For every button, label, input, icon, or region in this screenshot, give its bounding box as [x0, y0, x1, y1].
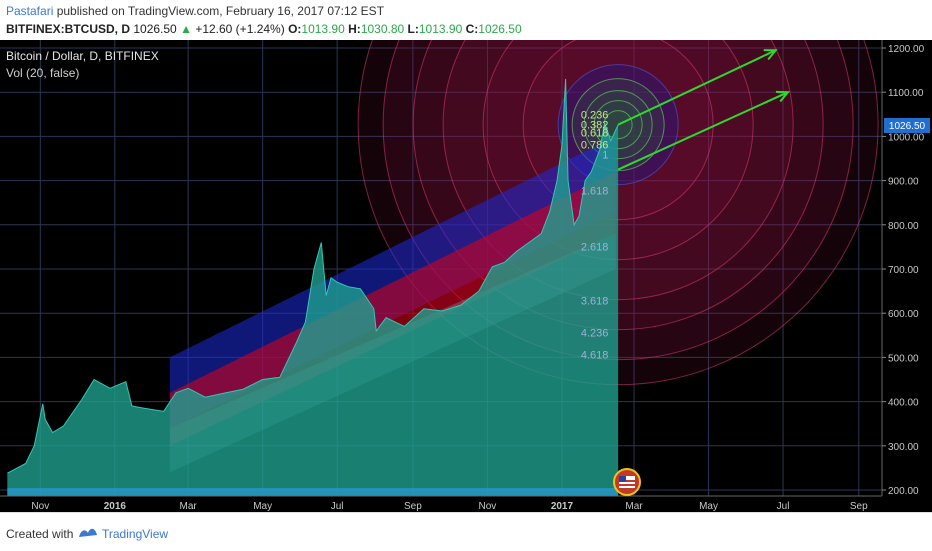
trend-arrow [617, 91, 789, 171]
symbol-name[interactable]: BITFINEX:BTCUSD, D [6, 22, 130, 36]
chart-area[interactable]: 0.236 0.382 0.618 0.786 1 1.618 2.618 3.618 4.23… [0, 0, 932, 512]
x-tick-label: Nov [31, 501, 49, 512]
price-line [7, 78, 619, 474]
published-text: published on TradingView.com, February 1… [56, 4, 385, 18]
y-axis-labels: 1200.00 1100.00 1000.00 900.00 800.00 700.00 6… [882, 44, 925, 497]
low-value: 1013.90 [418, 22, 463, 36]
author-link[interactable]: Pastafari [6, 4, 54, 18]
fib-level-label: 0.236 [581, 109, 609, 121]
x-tick-label: 2016 [104, 501, 127, 512]
tradingview-logo-icon[interactable] [78, 525, 98, 539]
trend-arrow-head [763, 49, 778, 61]
tradingview-brand-link[interactable]: TradingView [102, 527, 169, 541]
price-badge: 1026.50 [884, 118, 930, 133]
x-tick-label: 2017 [551, 501, 574, 512]
symbol-line: BITFINEX:BTCUSD, D 1026.50 ▲ +12.60 (+1.… [6, 22, 522, 36]
y-tick-label: 300.00 [888, 442, 919, 453]
volume-bars [7, 488, 619, 496]
y-tick-label: 600.00 [888, 309, 919, 320]
open-label: O: [288, 22, 302, 36]
trend-arrows [617, 49, 791, 171]
y-tick-label: 700.00 [888, 265, 919, 276]
header-bar: Pastafari published on TradingView.com, … [0, 0, 932, 40]
y-tick-label: 400.00 [888, 398, 919, 409]
y-tick-label: 200.00 [888, 486, 919, 497]
footer-bar: Created with TradingView [0, 512, 932, 551]
low-label: L: [407, 22, 419, 36]
fib-level-label: 0.786 [581, 139, 609, 151]
price-change: +12.60 (+1.24%) [195, 22, 285, 36]
x-tick-label: May [699, 501, 718, 512]
y-tick-label: 500.00 [888, 353, 919, 364]
price-badge-label: 1026.50 [889, 121, 926, 132]
x-tick-label: Jul [331, 501, 344, 512]
x-axis-labels: Nov 2016 Mar May Jul Sep Nov 2017 Mar May Jul Sep [31, 501, 868, 512]
high-label: H: [348, 22, 361, 36]
x-tick-label: Sep [850, 501, 868, 512]
x-tick-label: May [253, 501, 272, 512]
x-tick-label: Mar [180, 501, 198, 512]
fib-level-label: 2.618 [581, 241, 609, 253]
fib-level-label: 0.618 [581, 127, 609, 139]
publish-line: Pastafari published on TradingView.com, … [6, 4, 384, 18]
chart-title: Bitcoin / Dollar, D, BITFINEX [6, 49, 159, 63]
trend-arrow-head [775, 90, 791, 103]
close-label: C: [465, 22, 479, 36]
indicator-label[interactable]: Vol (20, false) [6, 66, 79, 80]
price-area [7, 78, 619, 496]
fib-level-label: 1 [602, 149, 608, 161]
us-flag-icon[interactable] [613, 468, 641, 496]
y-tick-label: 900.00 [888, 177, 919, 188]
fib-level-label: 3.618 [581, 295, 609, 307]
x-tick-label: Jul [777, 501, 790, 512]
y-tick-label: 1100.00 [888, 88, 924, 99]
created-with-text: Created with [6, 527, 74, 541]
fib-level-label: 4.236 [581, 327, 609, 339]
fib-level-label: 0.382 [581, 119, 609, 131]
y-tick-label: 1200.00 [888, 44, 925, 55]
fib-level-label: 1.618 [581, 185, 609, 197]
close-value: 1026.50 [478, 22, 522, 36]
up-arrow-icon: ▲ [180, 22, 192, 36]
x-tick-label: Nov [479, 501, 497, 512]
trend-arrow [617, 49, 777, 126]
last-price: 1026.50 [133, 22, 177, 36]
high-value: 1030.80 [360, 22, 405, 36]
x-tick-label: Mar [625, 501, 643, 512]
open-value: 1013.90 [301, 22, 345, 36]
y-tick-label: 1000.00 [888, 132, 925, 143]
price-series [7, 78, 619, 496]
y-tick-label: 800.00 [888, 221, 919, 232]
time-axis[interactable] [0, 496, 932, 512]
x-tick-label: Sep [404, 501, 422, 512]
fib-level-label: 4.618 [581, 349, 609, 361]
